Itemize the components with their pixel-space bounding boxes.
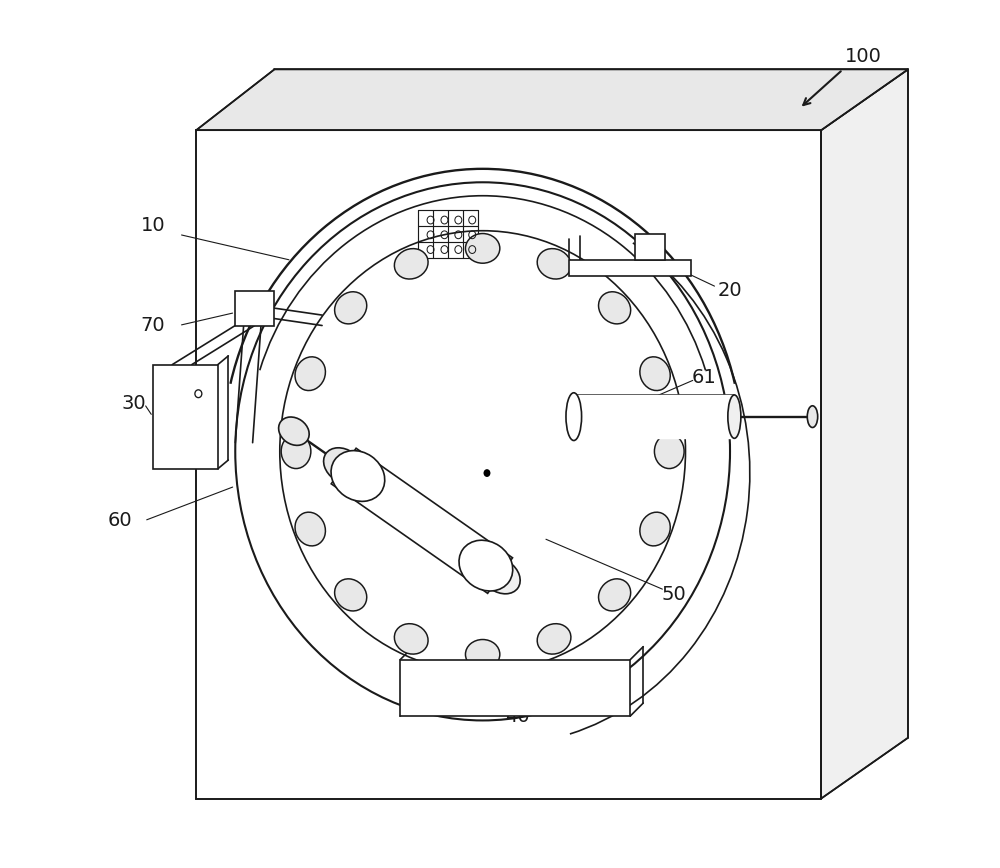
Ellipse shape [394,248,428,279]
Ellipse shape [335,579,367,611]
Ellipse shape [807,405,818,428]
Text: 10: 10 [140,216,165,235]
Ellipse shape [654,434,684,469]
FancyBboxPatch shape [153,365,218,469]
Text: 60: 60 [108,511,132,530]
Polygon shape [635,234,665,260]
Text: 20: 20 [718,281,742,300]
Ellipse shape [599,292,631,324]
Polygon shape [196,69,908,130]
Ellipse shape [335,292,367,324]
Polygon shape [821,69,908,799]
Text: 100: 100 [844,47,881,66]
Polygon shape [196,130,821,799]
Ellipse shape [281,434,311,469]
Ellipse shape [295,357,325,391]
Ellipse shape [394,624,428,654]
Ellipse shape [331,450,385,502]
Text: 61: 61 [692,368,716,387]
Ellipse shape [599,579,631,611]
Polygon shape [331,448,513,594]
Ellipse shape [324,448,364,484]
Ellipse shape [295,512,325,546]
Ellipse shape [465,640,500,669]
Ellipse shape [537,248,571,279]
Text: 40: 40 [505,707,530,726]
Text: 30: 30 [121,394,146,413]
Ellipse shape [640,357,670,391]
Ellipse shape [459,540,513,591]
Polygon shape [569,260,691,276]
Ellipse shape [279,417,309,445]
Ellipse shape [480,557,520,594]
Text: 50: 50 [661,585,686,604]
Ellipse shape [640,512,670,546]
Ellipse shape [465,233,500,263]
Ellipse shape [728,395,741,438]
Ellipse shape [484,469,490,477]
Ellipse shape [235,182,730,720]
Polygon shape [400,660,630,716]
Text: 70: 70 [140,316,165,335]
Ellipse shape [537,624,571,654]
Bar [235,291,274,326]
Ellipse shape [566,392,582,441]
